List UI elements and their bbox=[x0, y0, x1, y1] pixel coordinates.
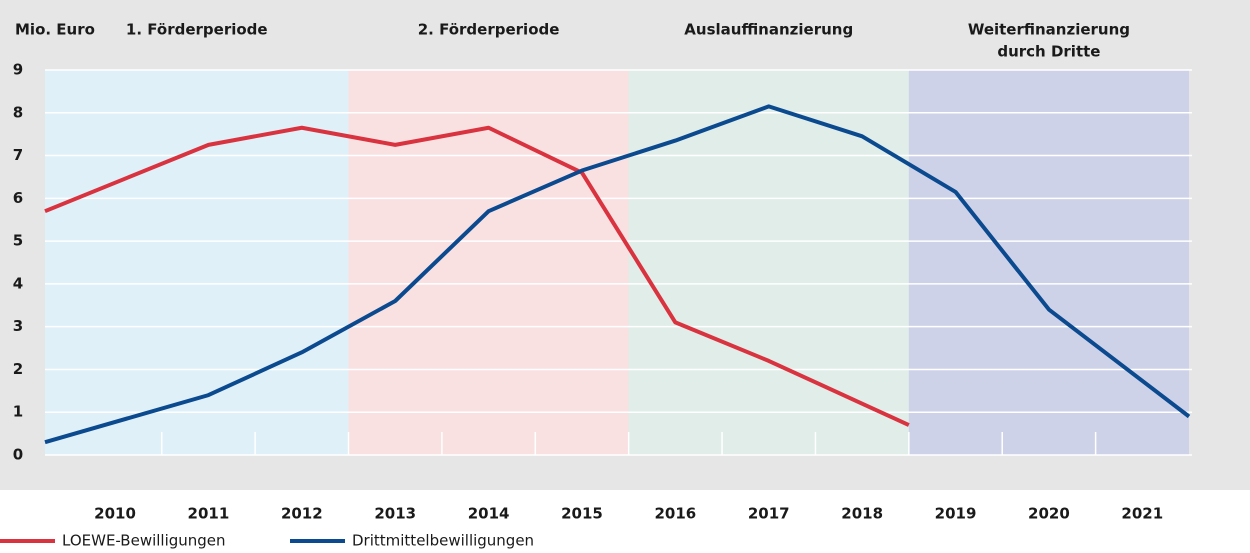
y-tick-label: 1 bbox=[13, 403, 23, 421]
series-line bbox=[44, 125, 910, 427]
x-tick-label: 2013 bbox=[374, 505, 416, 523]
y-tick-label: 6 bbox=[13, 189, 23, 207]
x-tick-label: 2014 bbox=[468, 505, 510, 523]
y-tick-label: 3 bbox=[13, 317, 23, 335]
x-tick-label: 2011 bbox=[188, 505, 230, 523]
y-axis-label: Mio. Euro bbox=[15, 21, 95, 39]
period-label: Auslauffinanzierung bbox=[684, 21, 853, 39]
x-tick-label: 2010 bbox=[94, 505, 136, 523]
x-tick-label: 2015 bbox=[561, 505, 603, 523]
y-tick-label: 4 bbox=[13, 274, 23, 292]
period-band bbox=[628, 70, 909, 455]
period-band bbox=[45, 70, 349, 455]
series-line bbox=[44, 104, 1191, 445]
x-tick-label: 2017 bbox=[748, 505, 790, 523]
x-tick-label: 2019 bbox=[935, 505, 977, 523]
period-band bbox=[348, 70, 629, 455]
period-label: 1. Förderperiode bbox=[126, 21, 268, 39]
legend-label: LOEWE-Bewilligungen bbox=[62, 532, 226, 550]
x-tick-label: 2021 bbox=[1121, 505, 1163, 523]
y-tick-label: 7 bbox=[13, 146, 23, 164]
y-tick-label: 0 bbox=[13, 446, 23, 464]
period-band bbox=[908, 70, 1189, 455]
period-label: 2. Förderperiode bbox=[418, 21, 560, 39]
period-label: durch Dritte bbox=[997, 43, 1100, 61]
y-tick-label: 5 bbox=[13, 232, 23, 250]
x-tick-label: 2016 bbox=[654, 505, 696, 523]
y-tick-label: 8 bbox=[13, 103, 23, 121]
y-tick-label: 2 bbox=[13, 360, 23, 378]
legend-label: Drittmittelbewilligungen bbox=[352, 532, 534, 550]
x-tick-label: 2020 bbox=[1028, 505, 1070, 523]
x-tick-label: 2018 bbox=[841, 505, 883, 523]
x-tick-label: 2012 bbox=[281, 505, 323, 523]
y-tick-label: 9 bbox=[13, 61, 23, 79]
period-label: Weiterfinanzierung bbox=[968, 21, 1130, 39]
